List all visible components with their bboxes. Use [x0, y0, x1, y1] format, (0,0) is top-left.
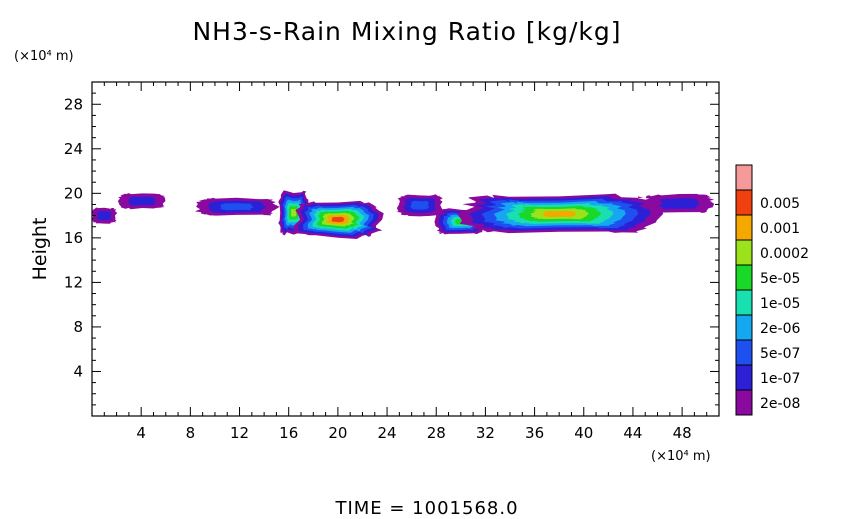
colorbar-swatch — [736, 290, 752, 315]
field-contour-level-7 — [542, 210, 576, 217]
x-tick-label: 16 — [279, 424, 298, 442]
colorbar-level-label: 5e-05 — [760, 271, 800, 287]
colorbar-swatch — [736, 365, 752, 390]
colorbar-level-label: 1e-07 — [760, 371, 800, 387]
y-unit-label: (×10⁴ m) — [14, 49, 74, 64]
colorbar-swatch — [736, 315, 752, 340]
x-unit-label: (×10⁴ m) — [651, 449, 711, 464]
colorbar-swatch — [736, 165, 752, 190]
colorbar-level-label: 5e-07 — [760, 346, 800, 362]
field-contour-level-8 — [331, 216, 345, 223]
colorbar-swatch — [736, 340, 752, 365]
x-tick-label: 4 — [136, 424, 146, 442]
y-tick-label: 16 — [64, 229, 83, 247]
x-tick-label: 28 — [427, 424, 446, 442]
mixing-ratio-field — [91, 190, 715, 239]
field-contour-level-1 — [96, 210, 112, 221]
x-axis-ticks: 4 8 12 16 20 24 28 32 36 40 44 48 — [103, 82, 708, 442]
colorbar-swatch — [736, 265, 752, 290]
x-tick-label: 24 — [378, 424, 397, 442]
y-tick-label: 28 — [64, 95, 83, 113]
y-tick-label: 8 — [73, 318, 83, 336]
colorbar: 2e-08 1e-07 5e-07 2e-06 1e-05 5e-05 0.0002 0.00… — [735, 164, 809, 416]
x-tick-label: 48 — [673, 424, 692, 442]
y-tick-label: 20 — [64, 184, 83, 202]
x-tick-label: 44 — [623, 424, 642, 442]
field-contour-level-2 — [219, 203, 254, 211]
colorbar-swatch — [736, 390, 752, 415]
field-contour-level-1 — [128, 196, 156, 206]
plot-frame — [91, 81, 720, 417]
field-contour-level-2 — [410, 200, 429, 210]
colorbar-level-label: 0.001 — [760, 221, 800, 237]
colorbar-level-label: 0.0002 — [760, 246, 809, 262]
x-tick-label: 36 — [525, 424, 544, 442]
y-axis-ticks: 4 8 12 16 20 24 28 — [64, 92, 719, 406]
colorbar-level-label: 2e-08 — [760, 396, 800, 412]
colorbar-swatch — [736, 190, 752, 215]
colorbar-level-label: 0.005 — [760, 196, 800, 212]
y-tick-label: 24 — [64, 140, 83, 158]
colorbar-level-label: 2e-06 — [760, 321, 800, 337]
field-contour-level-6 — [290, 208, 297, 217]
colorbar-level-label: 1e-05 — [760, 296, 800, 312]
x-tick-label: 12 — [230, 424, 249, 442]
y-axis-title: Height — [29, 218, 51, 281]
chart-title: NH3-s-Rain Mixing Ratio [kg/kg] — [192, 17, 621, 46]
colorbar-swatch — [736, 240, 752, 265]
field-contour-level-1 — [658, 198, 700, 210]
x-tick-label: 40 — [574, 424, 593, 442]
x-tick-label: 8 — [186, 424, 196, 442]
colorbar-swatch — [736, 215, 752, 240]
x-tick-label: 20 — [328, 424, 347, 442]
time-label: TIME = 1001568.0 — [334, 498, 518, 519]
y-tick-label: 12 — [64, 273, 83, 291]
x-tick-label: 32 — [476, 424, 495, 442]
y-tick-label: 4 — [73, 362, 83, 380]
